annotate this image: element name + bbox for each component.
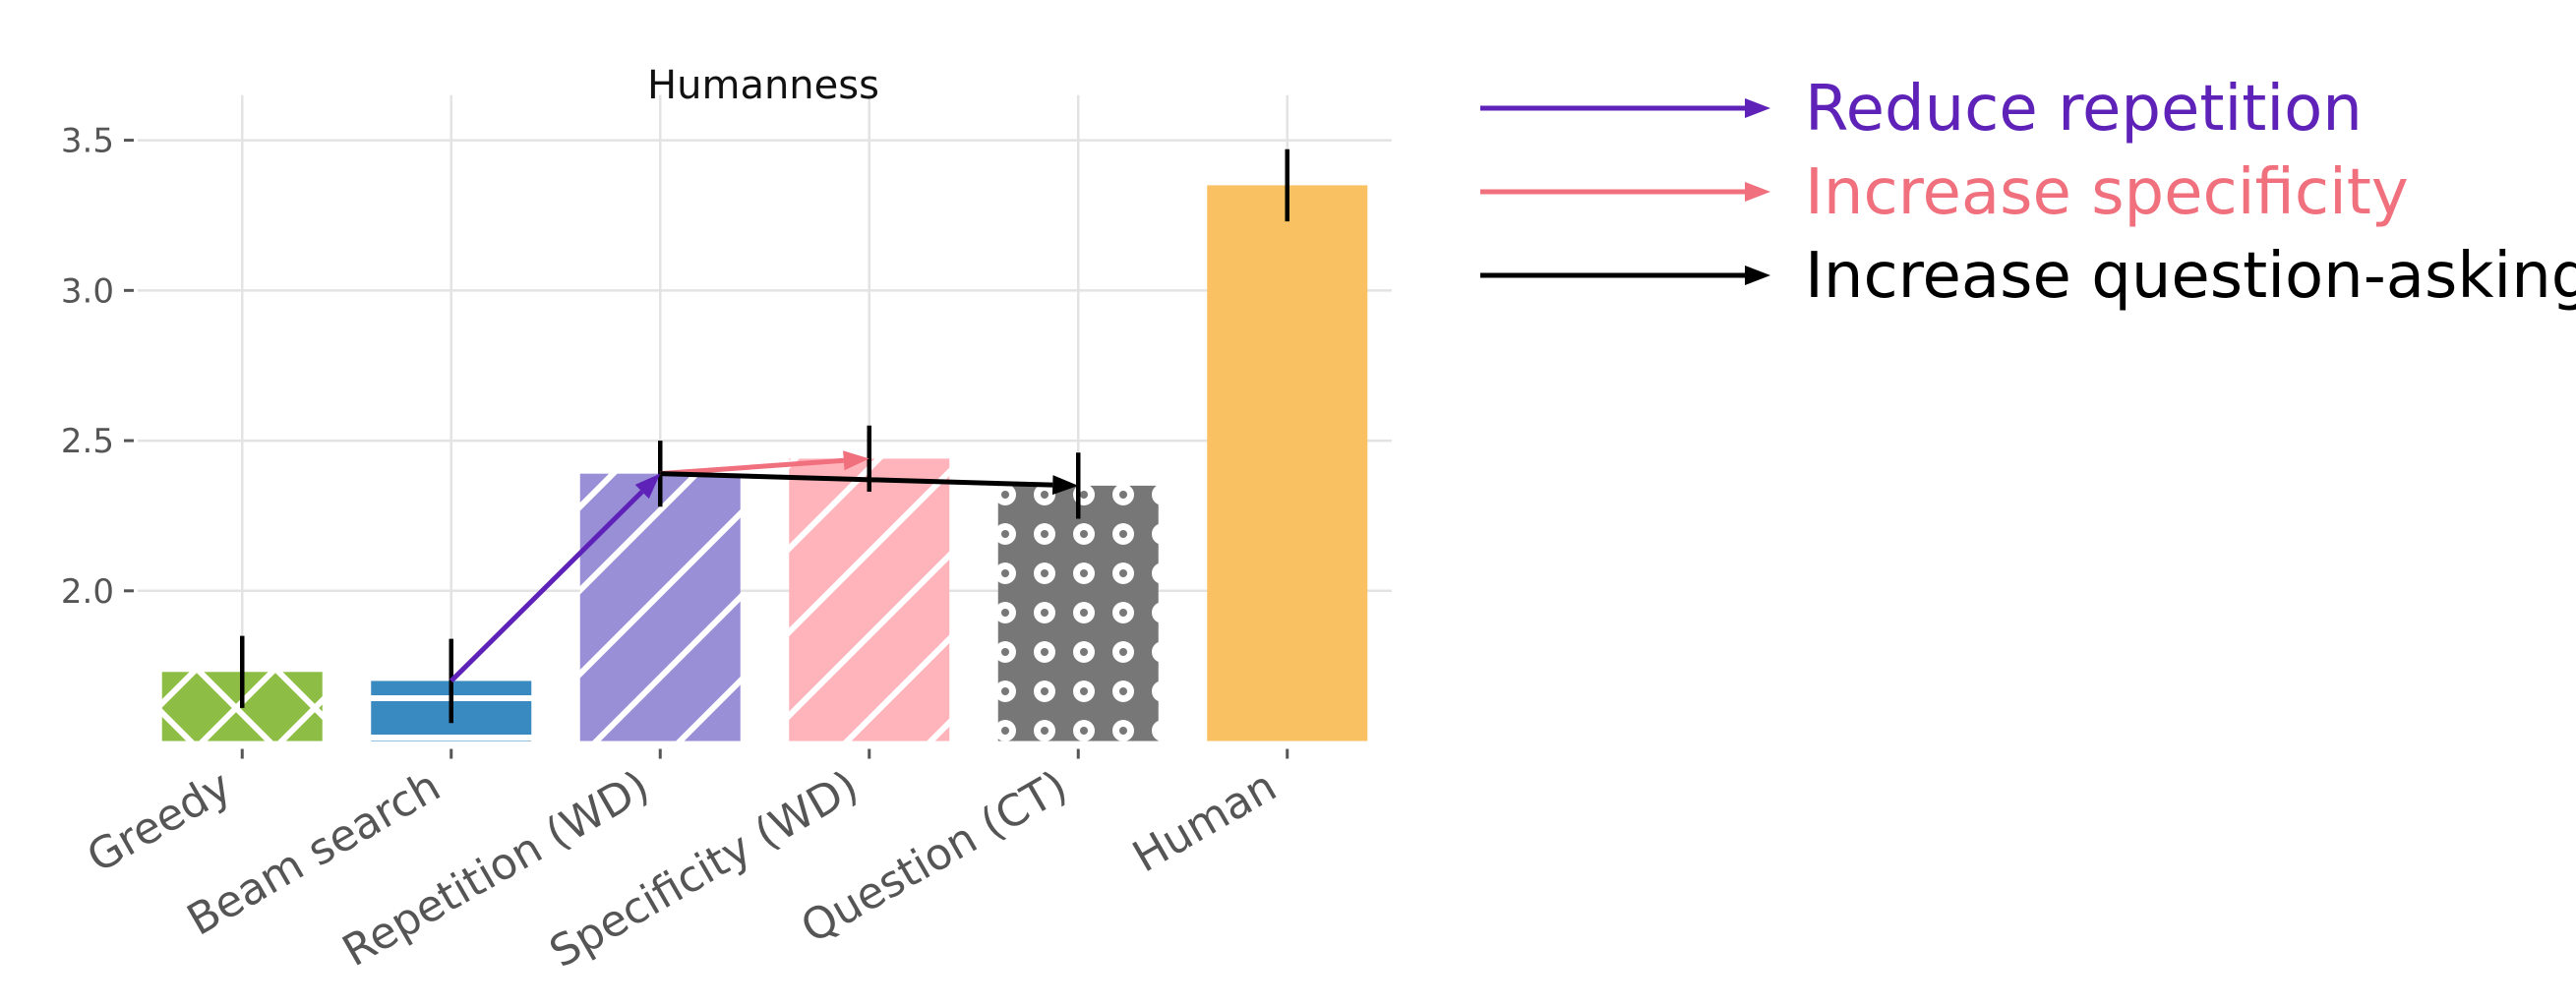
y-tick-label: 3.5 [61,122,114,161]
grid-lines [138,94,1392,741]
bar-repetition-wd [579,473,741,741]
bar-question-ct [997,485,1159,741]
legend-label: Reduce repetition [1805,73,2363,146]
legend-arrow-2 [1480,182,1770,202]
trend-arrows [449,450,1079,683]
bar-specificity-wd [789,458,950,741]
y-tick-label: 2.0 [61,572,114,612]
y-tick-label: 2.5 [61,422,114,461]
arrow-2 [660,450,869,477]
legend-arrow-1 [1480,98,1770,118]
legend-label: Increase specificity [1805,156,2409,229]
chart-title: Humanness [647,63,879,108]
bars [161,185,1368,741]
arrow-1 [449,473,661,683]
x-tick-label: Greedy [79,761,239,883]
legend: Reduce repetition Increase specificity Inc… [1480,73,2576,313]
legend-label: Increase question-asking [1805,240,2576,313]
bar-human [1207,185,1368,741]
arrow-3 [660,471,1079,496]
y-tick-label: 3.0 [61,271,114,311]
x-tick-label: Human [1124,761,1285,883]
legend-arrow-3 [1480,266,1770,285]
